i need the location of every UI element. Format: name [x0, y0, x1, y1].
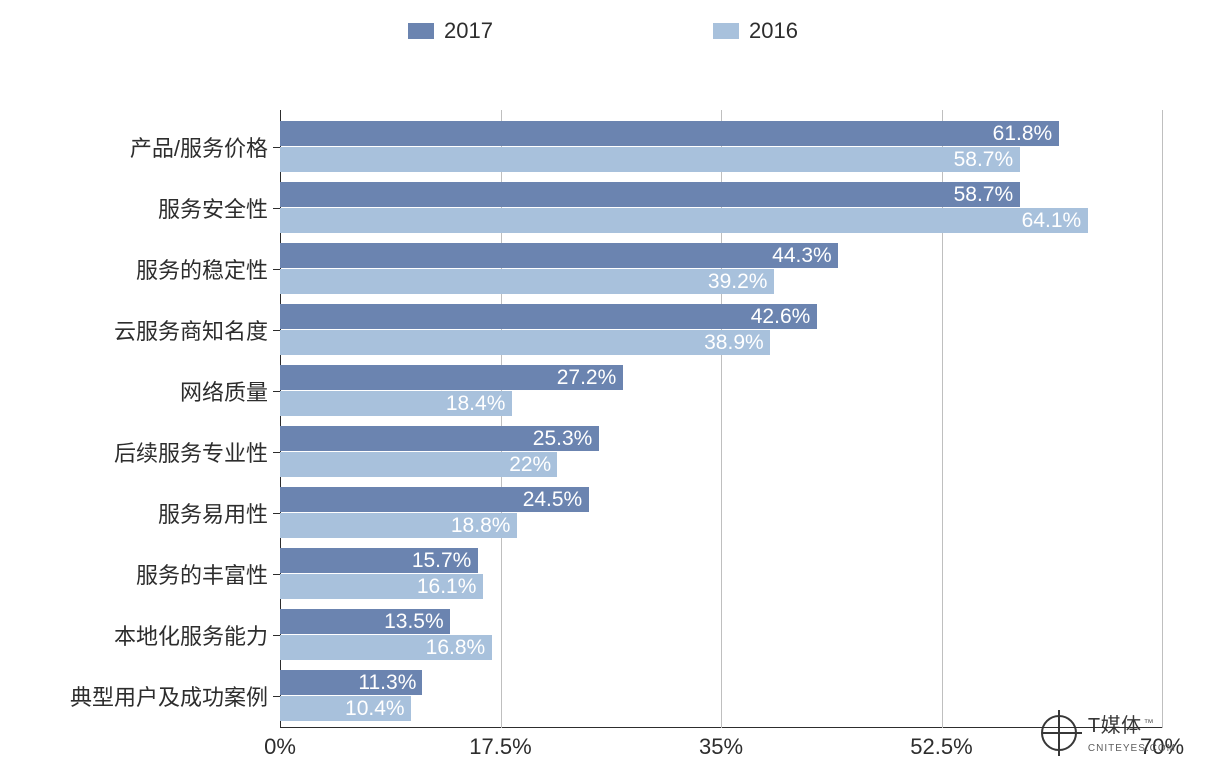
category-label: 服务的丰富性: [136, 558, 268, 590]
category-label: 产品/服务价格: [130, 131, 268, 163]
watermark-site: CNITEYES.COM: [1088, 743, 1176, 754]
y-tick: [273, 391, 280, 392]
bar-value-label: 25.3%: [533, 426, 593, 451]
category-label: 典型用户及成功案例: [70, 680, 268, 712]
x-tick-label: 17.5%: [469, 734, 531, 760]
y-tick: [273, 635, 280, 636]
plot-area: 0%17.5%35%52.5%70%61.8%58.7%58.7%64.1%44…: [280, 110, 1162, 720]
bar-value-label: 27.2%: [557, 365, 617, 390]
bar: [280, 182, 1020, 207]
x-tick-label: 35%: [699, 734, 743, 760]
category-label: 本地化服务能力: [114, 619, 268, 651]
category-label: 服务易用性: [158, 497, 268, 529]
chart-container: 2017 2016 0%17.5%35%52.5%70%61.8%58.7%58…: [0, 0, 1206, 782]
bar: [280, 147, 1020, 172]
watermark-tm: ™: [1144, 718, 1154, 729]
legend-swatch-2016: [713, 23, 739, 39]
bar-value-label: 13.5%: [384, 609, 444, 634]
category-label: 服务安全性: [158, 192, 268, 224]
y-tick: [273, 147, 280, 148]
watermark-brand: T媒体: [1088, 715, 1142, 737]
bar-value-label: 16.8%: [426, 635, 486, 660]
category-label: 网络质量: [180, 375, 268, 407]
watermark: T媒体™ CNITEYES.COM: [1036, 709, 1176, 756]
bar-value-label: 38.9%: [704, 330, 764, 355]
bar-value-label: 18.8%: [451, 513, 511, 538]
category-label: 服务的稳定性: [136, 253, 268, 285]
bar-value-label: 18.4%: [446, 391, 506, 416]
bar-value-label: 22%: [509, 452, 551, 477]
bar-value-label: 64.1%: [1022, 208, 1082, 233]
gridline: [1162, 110, 1163, 728]
y-tick: [273, 574, 280, 575]
bar-value-label: 15.7%: [412, 548, 472, 573]
bar: [280, 243, 838, 268]
bar-value-label: 61.8%: [993, 121, 1053, 146]
x-tick-label: 52.5%: [910, 734, 972, 760]
watermark-logo-icon: [1036, 710, 1082, 756]
legend-item-2016: 2016: [713, 18, 798, 44]
y-tick: [273, 269, 280, 270]
y-tick: [273, 452, 280, 453]
legend-label-2016: 2016: [749, 18, 798, 44]
bar: [280, 304, 817, 329]
y-tick: [273, 330, 280, 331]
bar: [280, 121, 1059, 146]
x-tick-label: 0%: [264, 734, 296, 760]
legend-item-2017: 2017: [408, 18, 493, 44]
bar-value-label: 39.2%: [708, 269, 768, 294]
y-tick: [273, 696, 280, 697]
bar-value-label: 24.5%: [523, 487, 583, 512]
bar-value-label: 58.7%: [954, 182, 1014, 207]
category-label: 云服务商知名度: [114, 314, 268, 346]
y-tick: [273, 513, 280, 514]
bar: [280, 330, 770, 355]
legend: 2017 2016: [0, 18, 1206, 44]
bar-value-label: 44.3%: [772, 243, 832, 268]
bar-value-label: 10.4%: [345, 696, 405, 721]
bar-value-label: 58.7%: [954, 147, 1014, 172]
y-tick: [273, 208, 280, 209]
bar-value-label: 42.6%: [751, 304, 811, 329]
bar: [280, 208, 1088, 233]
bar-value-label: 16.1%: [417, 574, 477, 599]
legend-swatch-2017: [408, 23, 434, 39]
bar: [280, 269, 774, 294]
category-label: 后续服务专业性: [114, 436, 268, 468]
legend-label-2017: 2017: [444, 18, 493, 44]
bar-value-label: 11.3%: [358, 670, 416, 695]
